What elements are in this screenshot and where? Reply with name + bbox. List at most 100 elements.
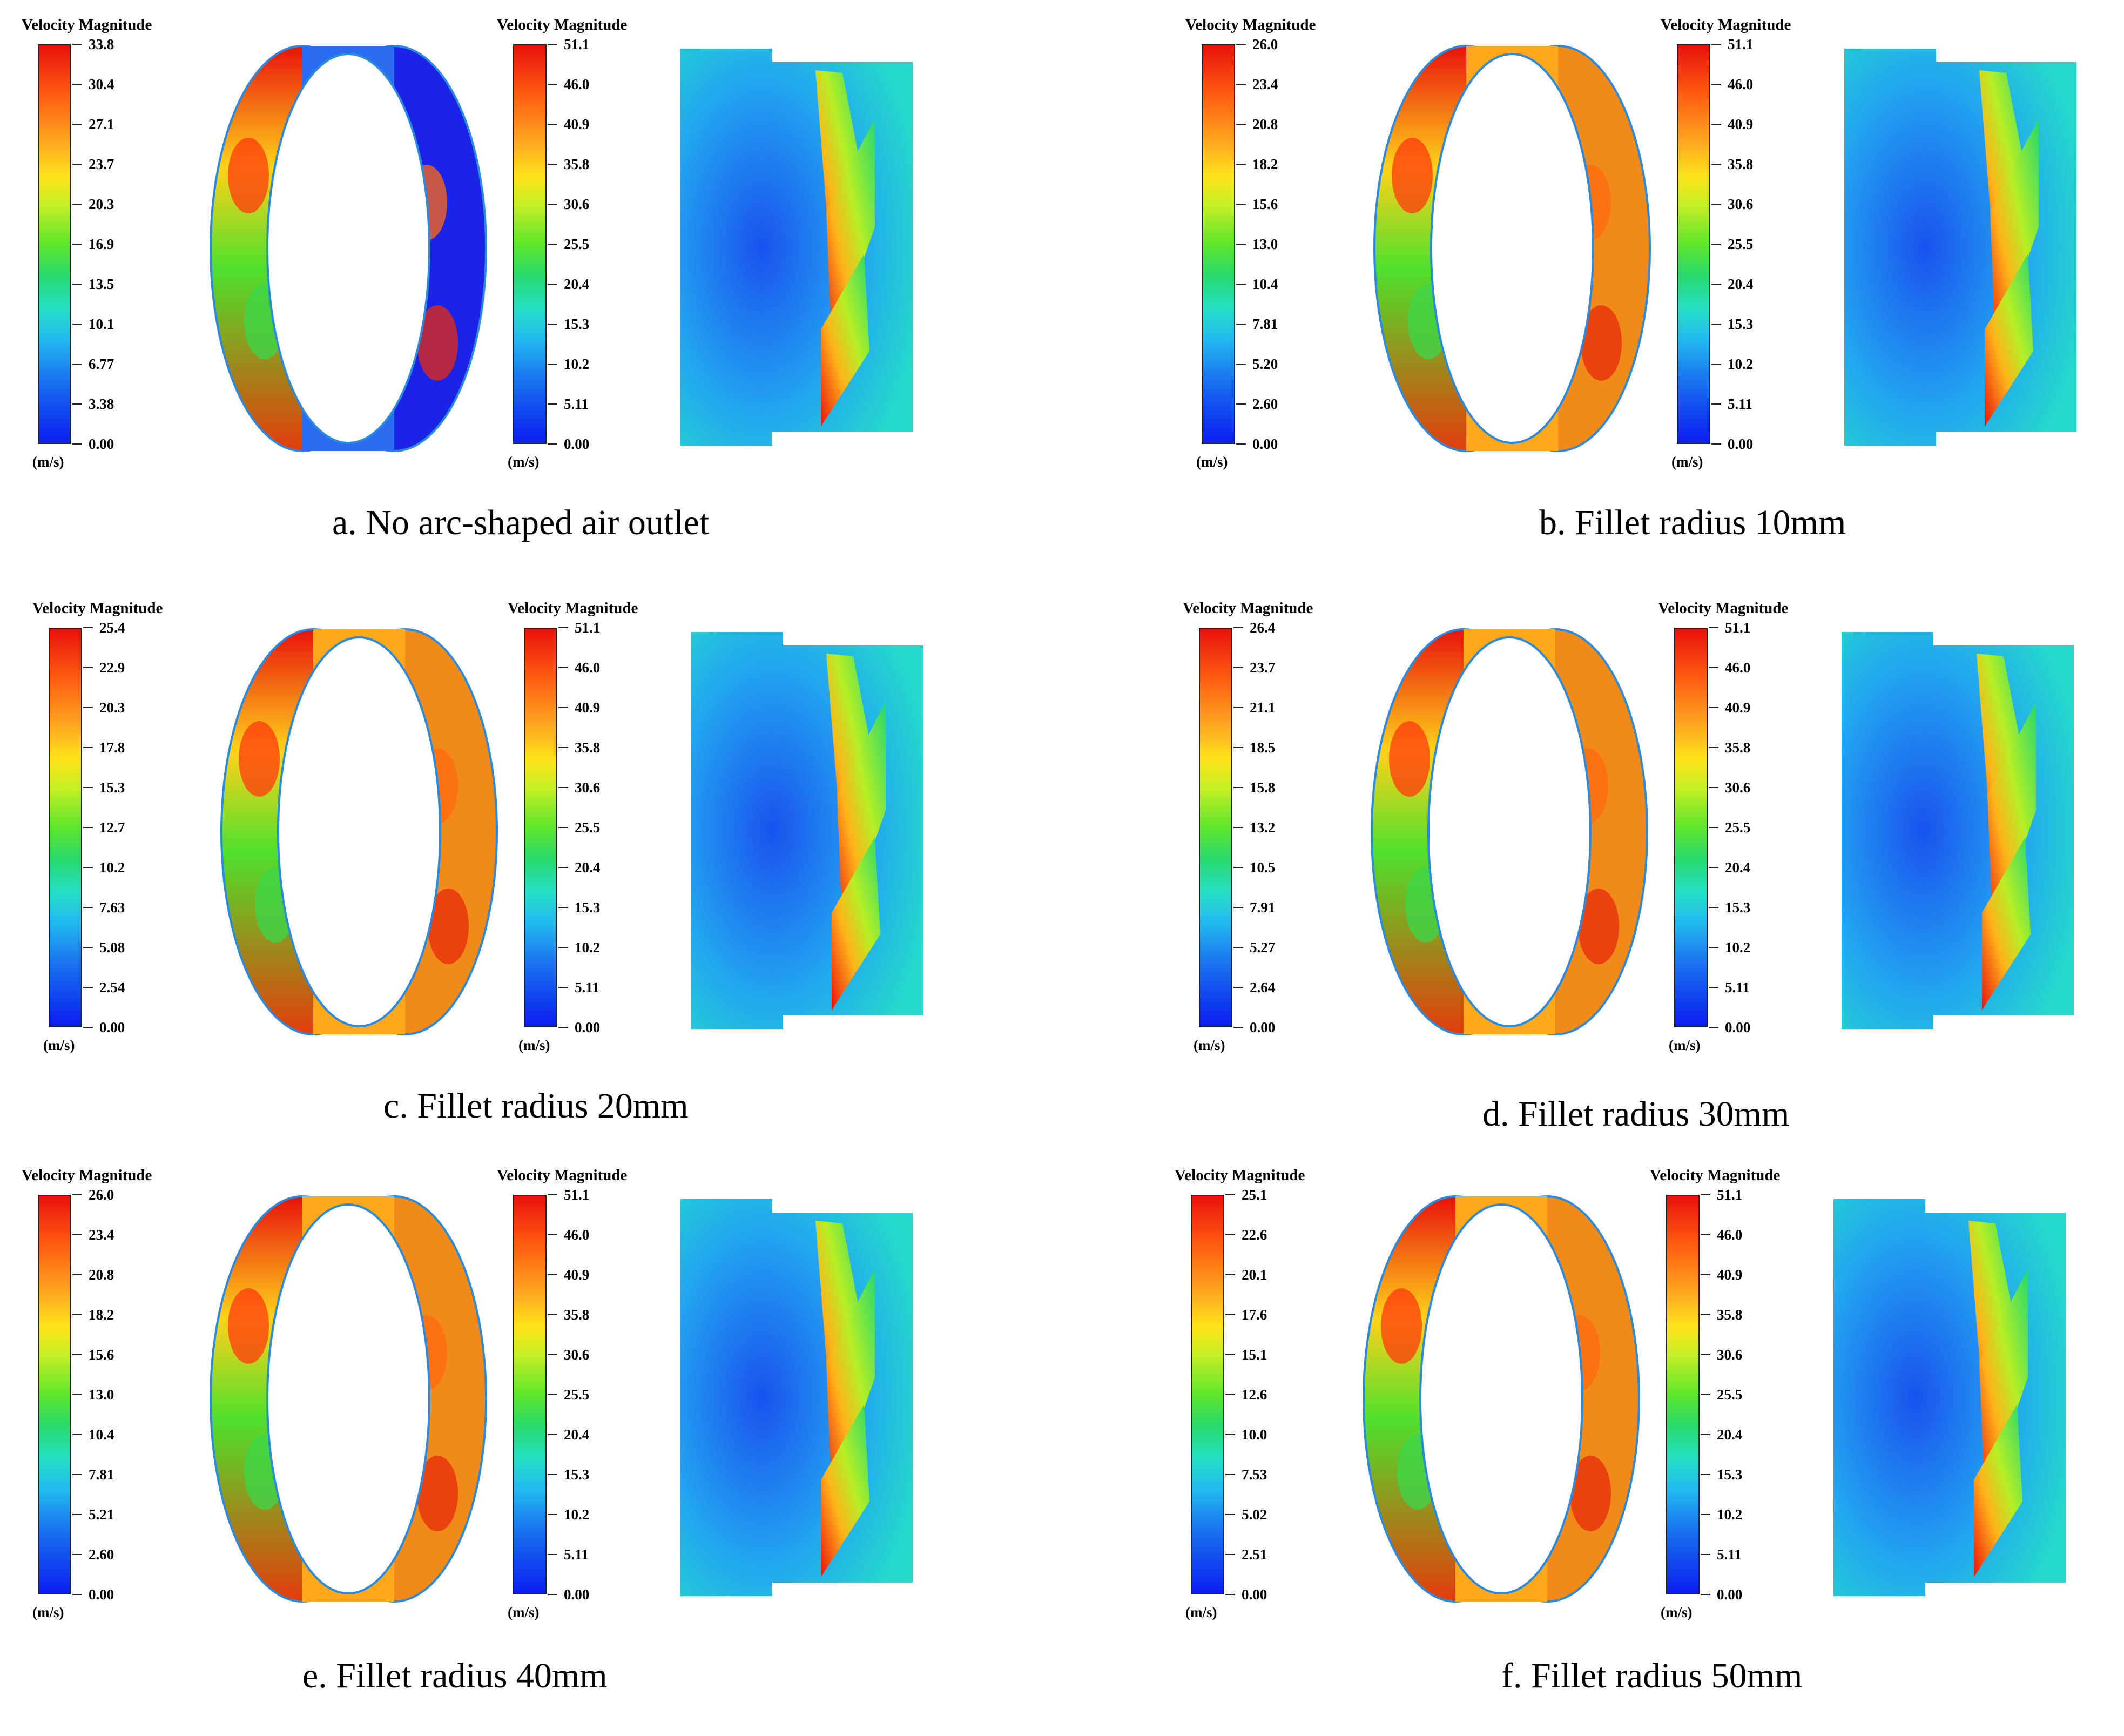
legend-tick-mark	[1236, 164, 1246, 165]
legend-tick-label: 6.77	[89, 356, 114, 372]
legend-unit: (m/s)	[508, 1604, 540, 1620]
legend-tick-label: 5.11	[1717, 1546, 1742, 1563]
legend-tick-label: 20.4	[564, 1427, 590, 1443]
legend-tick-label: 15.8	[1250, 779, 1276, 796]
legend-tick-label: 15.3	[99, 779, 125, 796]
flow-swirl	[239, 721, 280, 797]
ring-contour-plot	[1371, 628, 1648, 1035]
legend-tick-mark	[1233, 667, 1243, 668]
legend-tick-label: 16.9	[89, 236, 114, 252]
ring-velocity-legend: Velocity Magnitude 33.8 30.4 27.1 23.7 20.3 16…	[22, 16, 167, 481]
legend-unit: (m/s)	[43, 1037, 75, 1053]
legend-tick-mark	[1709, 907, 1718, 908]
legend-tick-mark	[83, 867, 93, 868]
legend-tick-label: 10.2	[564, 356, 590, 372]
panel-caption: b. Fillet radius 10mm	[1539, 503, 1846, 542]
legend-tick-mark	[1709, 1027, 1718, 1028]
legend-tick-label: 22.6	[1242, 1227, 1267, 1243]
fan-blade	[1979, 1269, 2028, 1502]
legend-tick-label: 51.1	[564, 1187, 590, 1203]
legend-tick-label: 40.9	[1728, 116, 1754, 132]
legend-tick-label: 5.20	[1252, 356, 1278, 372]
legend-tick-mark	[83, 1027, 93, 1028]
legend-tick-mark	[1709, 947, 1718, 948]
flow-domain	[680, 1199, 913, 1596]
legend-tick-label: 7.53	[1242, 1466, 1267, 1483]
legend-tick-mark	[83, 947, 93, 948]
legend-tick-mark	[1709, 667, 1718, 668]
legend-tick-mark	[1225, 1354, 1235, 1355]
legend-tick-label: 46.0	[1728, 76, 1754, 92]
panel-caption: e. Fillet radius 40mm	[302, 1656, 608, 1695]
legend-tick-mark	[548, 443, 557, 445]
legend-title: Velocity Magnitude	[1175, 1167, 1305, 1184]
legend-tick-mark	[1701, 1394, 1710, 1395]
legend-tick-mark	[1233, 947, 1243, 948]
legend-tick-mark	[1236, 244, 1246, 245]
legend-tick-label: 0.00	[564, 1586, 590, 1603]
legend-tick-mark	[1709, 627, 1718, 628]
legend-tick-mark	[1236, 284, 1246, 285]
legend-tick-mark	[548, 1554, 557, 1555]
blade-contour-plot	[691, 632, 923, 1029]
legend-tick-label: 10.2	[99, 859, 125, 876]
legend-tick-label: 20.4	[1728, 276, 1754, 292]
flow-swirl	[228, 138, 269, 213]
legend-tick-mark	[1701, 1554, 1710, 1555]
legend-title: Velocity Magnitude	[497, 16, 628, 33]
flow-swirl	[228, 1288, 269, 1364]
legend-tick-mark	[1701, 1314, 1710, 1315]
legend-tick-mark	[83, 907, 93, 908]
legend-tick-label: 15.1	[1242, 1347, 1267, 1363]
blade-velocity-legend: Velocity Magnitude 51.1 46.0 40.9 35.8 30.6 25…	[508, 600, 653, 1064]
legend-tick-label: 7.81	[89, 1466, 114, 1483]
legend-tick-mark	[1711, 284, 1721, 285]
legend-tick-label: 35.8	[564, 1307, 590, 1323]
legend-tick-mark	[548, 204, 557, 205]
legend-tick-label: 25.4	[99, 620, 125, 636]
legend-tick-mark	[1709, 787, 1718, 788]
legend-tick-mark	[548, 1274, 557, 1275]
legend-tick-mark	[1711, 204, 1721, 205]
legend-tick-mark	[548, 1474, 557, 1475]
legend-tick-label: 2.64	[1250, 979, 1276, 995]
legend-tick-label: 3.38	[89, 396, 114, 412]
flow-swirl	[1381, 1288, 1422, 1364]
legend-title: Velocity Magnitude	[32, 600, 163, 617]
legend-tick-label: 15.3	[1717, 1466, 1743, 1483]
legend-tick-mark	[548, 1234, 557, 1235]
legend-tick-mark	[548, 1514, 557, 1515]
panel-caption: a. No arc-shaped air outlet	[332, 503, 710, 542]
panel-caption: f. Fillet radius 50mm	[1501, 1656, 1803, 1695]
legend-tick-mark	[548, 244, 557, 245]
legend-tick-mark	[1236, 364, 1246, 365]
legend-tick-label: 25.1	[1242, 1187, 1267, 1203]
legend-tick-mark	[1701, 1274, 1710, 1275]
ring-hollow	[1427, 636, 1592, 1027]
legend-tick-mark	[1701, 1434, 1710, 1435]
legend-tick-mark	[1709, 747, 1718, 748]
legend-tick-label: 51.1	[564, 36, 590, 52]
legend-tick-mark	[1225, 1274, 1235, 1275]
fan-blade	[826, 1269, 875, 1502]
ring-velocity-legend: Velocity Magnitude 25.4 22.9 20.3 17.8 15.3 12…	[32, 600, 178, 1064]
legend-tick-label: 0.00	[89, 436, 114, 452]
color-bar	[1202, 44, 1235, 444]
color-bar	[1199, 628, 1232, 1027]
legend-tick-label: 0.00	[1250, 1019, 1276, 1035]
flow-swirl	[1389, 721, 1430, 797]
legend-tick-mark	[1709, 867, 1718, 868]
legend-tick-mark	[548, 124, 557, 125]
ring-velocity-legend: Velocity Magnitude 26.4 23.7 21.1 18.5 15.8 13…	[1183, 600, 1329, 1064]
legend-tick-mark	[72, 1274, 82, 1275]
blade-velocity-legend: Velocity Magnitude 51.1 46.0 40.9 35.8 30.6 25…	[1661, 16, 1806, 481]
legend-tick-label: 10.4	[89, 1427, 114, 1443]
legend-title: Velocity Magnitude	[1183, 600, 1313, 617]
legend-tick-label: 5.11	[1725, 979, 1750, 995]
legend-tick-mark	[1236, 204, 1246, 205]
legend-tick-mark	[72, 403, 82, 405]
flow-swirl	[1581, 305, 1622, 381]
panel-caption: d. Fillet radius 30mm	[1482, 1094, 1790, 1134]
legend-tick-label: 2.60	[1252, 396, 1278, 412]
legend-tick-mark	[72, 443, 82, 445]
